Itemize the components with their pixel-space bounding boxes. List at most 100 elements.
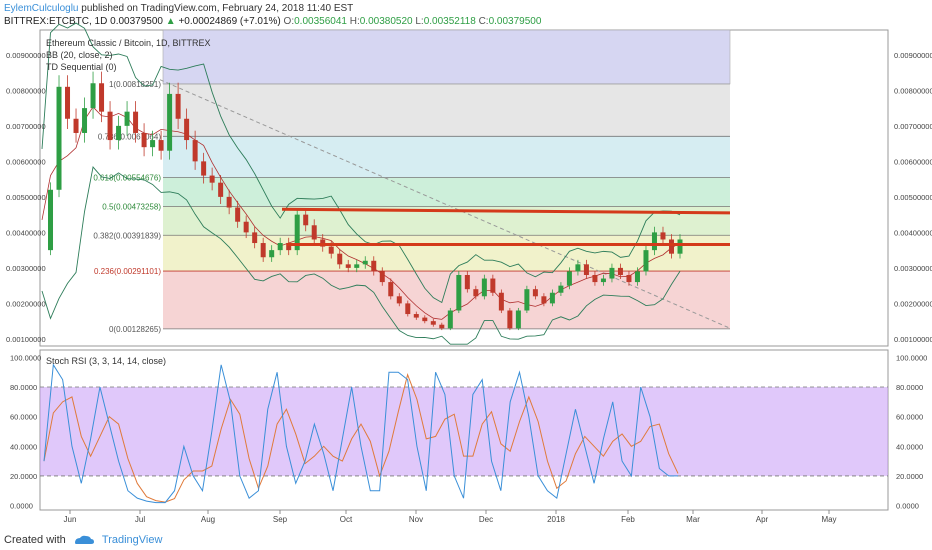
legend-stoch-rsi: Stoch RSI (3, 3, 14, 14, close) <box>46 356 166 366</box>
candle-body <box>541 296 547 304</box>
time-tick-label: May <box>821 515 836 524</box>
stoch-rsi-lines <box>40 363 888 504</box>
stoch-k-line <box>43 363 678 504</box>
price-legend: Ethereum Classic / Bitcoin, 1D, BITTREX … <box>46 38 211 72</box>
up-arrow-icon: ▲ <box>165 16 176 27</box>
ohlc-header: BITTREX:ETCBTC, 1D 0.00379500 ▲ +0.00024… <box>4 16 541 27</box>
candle-body <box>56 86 62 190</box>
bb-lower <box>41 166 681 345</box>
low-value: 0.00352118 <box>423 16 476 27</box>
fib-label: 1(0.00818251) <box>109 80 161 89</box>
rsi-tick-left: 60.0000 <box>10 413 37 422</box>
close-value: 0.00379500 <box>488 16 542 27</box>
candle-body <box>447 310 453 329</box>
time-tick-label: Nov <box>409 515 423 524</box>
candle-body <box>379 271 385 283</box>
time-tick-label: Oct <box>340 515 353 524</box>
fib-zone <box>163 177 730 207</box>
price-tick-right: 0.00500000 <box>894 193 932 202</box>
open-value: 0.00356041 <box>294 16 347 27</box>
fib-zone <box>163 136 730 178</box>
candle-body <box>99 83 105 112</box>
candle-body <box>82 108 88 133</box>
candle-body <box>515 310 521 329</box>
fib-zone <box>163 83 730 137</box>
candle-body <box>286 243 292 251</box>
candle-body <box>651 232 657 251</box>
candle-body <box>575 264 581 272</box>
candle-body <box>345 264 351 268</box>
candle-body <box>464 274 470 290</box>
rsi-tick-left: 0.0000 <box>10 502 33 511</box>
candle-body <box>107 111 113 141</box>
fib-label: 0.5(0.00473258) <box>102 202 161 211</box>
time-tick-label: Aug <box>201 515 215 524</box>
candle-body <box>116 125 122 141</box>
legend-title: Ethereum Classic / Bitcoin, 1D, BITTREX <box>46 38 211 48</box>
legend-bb: BB (20, close, 2) <box>46 50 113 60</box>
price-tick-right: 0.00800000 <box>894 86 932 95</box>
price-tick-left: 0.00300000 <box>6 264 46 273</box>
time-axis: Jun Jul Aug Sep Oct Nov Dec 2018 Feb Mar Apr May <box>64 510 837 524</box>
candle-body <box>90 83 96 109</box>
candles <box>48 71 683 331</box>
candle-body <box>592 274 598 283</box>
candle-body <box>294 214 300 251</box>
candle-body <box>65 86 71 119</box>
candle-body <box>192 140 198 162</box>
candle-body <box>566 271 572 286</box>
candle-body <box>167 93 173 151</box>
author-link[interactable]: EylemCulculoglu <box>4 3 79 14</box>
high-value: 0.00380520 <box>359 16 413 27</box>
candle-body <box>235 207 241 222</box>
price-tick-left: 0.00900000 <box>6 51 46 60</box>
rsi-tick-left: 100.0000 <box>10 353 41 362</box>
rsi-axis: 100.0000 100.0000 80.0000 80.0000 60.0000 60.… <box>10 353 927 510</box>
time-tick-label: Apr <box>756 515 769 524</box>
candle-body <box>439 324 445 329</box>
candle-body <box>532 289 538 297</box>
price-tick-right: 0.00900000 <box>894 51 932 60</box>
candle-body <box>226 196 232 208</box>
rsi-tick-left: 20.0000 <box>10 472 37 481</box>
candle-body <box>498 292 504 311</box>
candle-body <box>473 289 479 297</box>
rsi-tick-right: 40.0000 <box>896 442 923 451</box>
symbol-label: BITTREX:ETCBTC, 1D <box>4 16 108 27</box>
rsi-band <box>40 387 888 476</box>
high-label: H: <box>349 16 360 27</box>
price-tick-left: 0.00500000 <box>6 193 46 202</box>
candle-body <box>184 118 190 141</box>
low-label: L: <box>415 16 424 27</box>
created-with-label: Created with <box>4 533 66 546</box>
candle-body <box>311 225 317 240</box>
candle-body <box>524 289 530 311</box>
rsi-tick-right: 60.0000 <box>896 413 923 422</box>
candle-body <box>396 296 402 304</box>
candle-body <box>413 314 419 318</box>
candle-body <box>481 278 487 297</box>
price-tick-left: 0.00200000 <box>6 299 46 308</box>
price-tick-left: 0.00400000 <box>6 228 46 237</box>
fib-label: 0(0.00128265) <box>109 325 161 334</box>
bb-basis <box>41 106 681 320</box>
fib-label: 0.618(0.00554676) <box>93 173 161 182</box>
fib-frame <box>162 29 731 85</box>
candle-body <box>668 239 674 254</box>
time-tick-label: 2018 <box>547 515 565 524</box>
fib-zone <box>163 30 730 84</box>
candle-body <box>141 132 147 148</box>
price-tick-left: 0.00600000 <box>6 157 46 166</box>
resistance-line <box>281 207 731 215</box>
rsi-tick-right: 80.0000 <box>896 383 923 392</box>
price-tick-left: 0.00100000 <box>6 335 46 344</box>
open-label: O: <box>283 16 295 27</box>
rsi-tick-right: 20.0000 <box>896 472 923 481</box>
candle-body <box>660 232 666 240</box>
candle-body <box>422 317 428 322</box>
rsi-tick-left: 40.0000 <box>10 442 37 451</box>
price-tick-right: 0.00700000 <box>894 122 932 131</box>
candle-body <box>328 246 334 254</box>
tradingview-brand[interactable]: TradingView <box>101 533 163 546</box>
